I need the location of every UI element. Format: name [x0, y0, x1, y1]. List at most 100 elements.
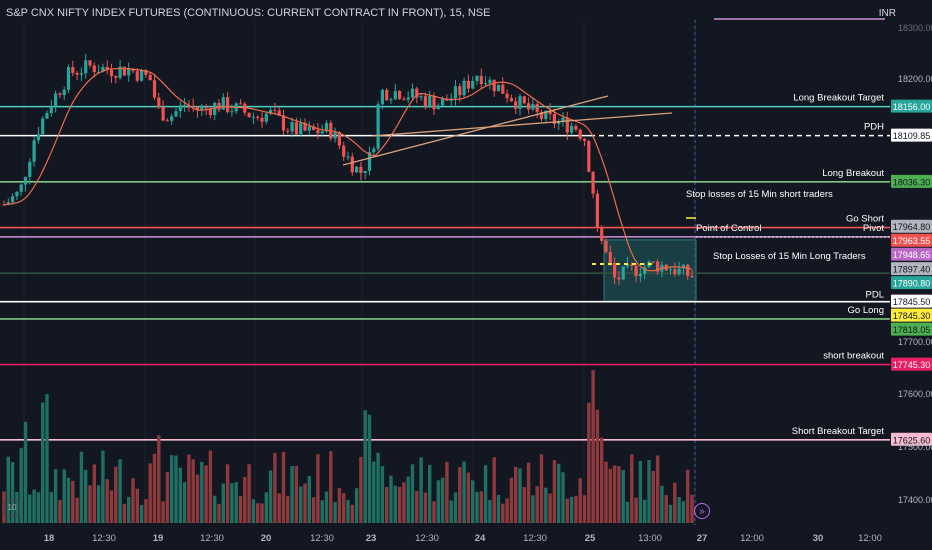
candle-body — [281, 115, 286, 131]
candle-body — [385, 89, 389, 101]
price-label-box — [891, 276, 932, 290]
volume-bar — [548, 493, 552, 523]
volume-bar — [311, 497, 316, 523]
candle-body — [458, 86, 462, 96]
price-tick: 17700.00 — [898, 337, 932, 347]
candle-body — [320, 131, 324, 134]
volume-bar — [505, 498, 509, 523]
volume-bar — [118, 459, 122, 523]
volume-bar — [367, 414, 372, 523]
level-name-label: short breakout — [823, 351, 884, 362]
volume-bar — [604, 461, 608, 523]
candle-body — [587, 140, 591, 172]
candle-body — [436, 105, 440, 110]
price-label-box — [891, 219, 932, 233]
candle-body — [92, 65, 96, 73]
level-name-label: Go Short — [846, 214, 884, 225]
candle-body — [170, 116, 174, 121]
volume-bar — [324, 491, 329, 523]
candle-body — [62, 89, 66, 95]
volume-bar — [260, 503, 264, 523]
volume-bar — [273, 452, 277, 523]
volume-bar — [88, 485, 92, 523]
candle-body — [518, 96, 522, 109]
volume-bar — [122, 503, 127, 523]
candle-body — [75, 72, 79, 75]
candle-body — [114, 76, 118, 78]
time-tick: 25 — [585, 533, 596, 544]
volume-bar — [139, 504, 144, 523]
time-tick: 12:30 — [92, 533, 116, 544]
candle-body — [269, 109, 273, 114]
volume-bar — [96, 485, 101, 523]
candle-body — [475, 75, 479, 81]
volume-bar — [612, 465, 617, 523]
time-tick: 12:30 — [415, 533, 439, 544]
volume-bar — [402, 482, 406, 523]
candle-body — [238, 103, 243, 105]
volume-bar — [307, 476, 311, 523]
volume-bar — [574, 495, 578, 523]
go-to-realtime-icon[interactable]: » — [694, 503, 710, 519]
candle-body — [88, 60, 92, 66]
volume-bar — [535, 486, 539, 523]
volume-bar — [634, 497, 638, 523]
candle-body — [492, 79, 496, 92]
volume-bar — [213, 495, 217, 523]
volume-bar — [483, 465, 488, 523]
volume-bar — [264, 492, 268, 523]
volume-bar — [92, 464, 96, 523]
volume-bar — [221, 483, 225, 523]
candle-body — [200, 107, 204, 111]
volume-bar — [587, 402, 591, 523]
volume-bar — [127, 496, 131, 523]
candle-body — [208, 108, 212, 116]
volume-bar — [664, 495, 668, 523]
price-label: 17845.30 — [893, 311, 931, 321]
candle-body — [402, 98, 406, 100]
candle-body — [522, 96, 526, 104]
volume-bar — [415, 490, 419, 523]
volume-bar — [393, 485, 397, 523]
price-tick-clipped: 18300.00 — [898, 23, 932, 33]
candle-body — [195, 106, 200, 111]
candle-body — [66, 67, 71, 90]
candle-body — [393, 91, 397, 100]
volume-bar — [380, 466, 385, 523]
volume-bar — [462, 461, 466, 523]
volume-bar — [428, 464, 432, 523]
volume-bar — [277, 493, 281, 523]
volume-bar — [591, 370, 595, 523]
volume-bar — [466, 472, 471, 523]
candle-body — [574, 125, 578, 130]
volume-bar — [174, 455, 178, 523]
volume-bar — [217, 503, 221, 523]
price-label: 18156.00 — [893, 102, 931, 112]
candle-body — [23, 177, 28, 185]
candle-body — [509, 98, 513, 102]
volume-bar — [105, 479, 109, 523]
candle-body — [544, 110, 548, 120]
candle-body — [479, 75, 483, 85]
candle-body — [410, 88, 415, 98]
volume-bar — [522, 487, 526, 523]
volume-bar — [191, 459, 195, 523]
volume-bar — [79, 451, 84, 523]
volume-bar — [187, 454, 191, 523]
volume-bar — [453, 492, 458, 523]
candle-body — [406, 97, 410, 100]
volume-bar — [157, 435, 161, 523]
price-label-box — [891, 322, 932, 336]
trendline-upper — [342, 95, 609, 166]
volume-bar — [569, 496, 574, 523]
volume-bar — [2, 491, 6, 523]
chart-title: S&P CNX NIFTY INDEX FUTURES (CONTINUOUS:… — [6, 7, 491, 19]
volume-bar — [385, 487, 389, 523]
candle-body — [118, 66, 122, 78]
indicator-badge[interactable]: 10 — [4, 500, 20, 516]
candle-body — [565, 117, 569, 133]
price-label-box — [891, 247, 932, 261]
candle-body — [144, 69, 148, 75]
candle-body — [79, 73, 83, 75]
